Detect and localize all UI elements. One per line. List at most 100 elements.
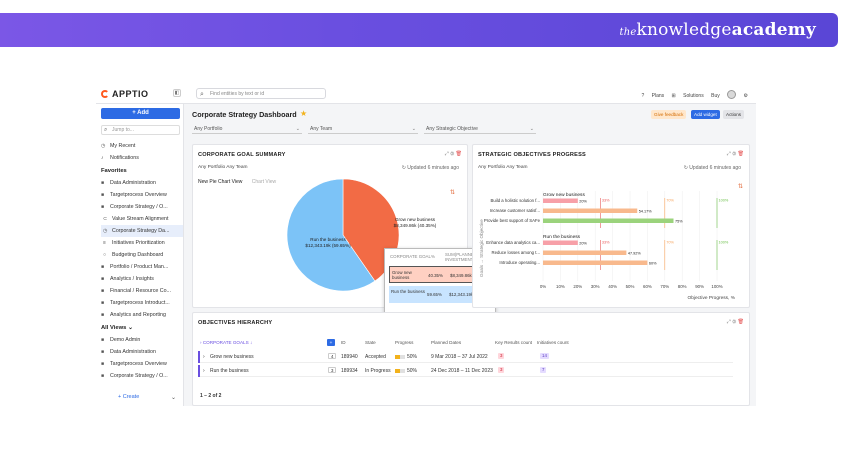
- sidebar-item[interactable]: ■ Demo Admin: [101, 334, 183, 346]
- expand-icon[interactable]: ⤢: [726, 319, 731, 325]
- goal-name[interactable]: Run the business: [210, 368, 249, 374]
- progress-bar[interactable]: [543, 260, 648, 266]
- planned-dates: 9 Mar 2018 – 37 Jul 2022: [431, 354, 488, 360]
- gear-icon[interactable]: ⚙: [732, 151, 737, 157]
- add-goal-button[interactable]: +: [327, 339, 335, 346]
- delete-icon[interactable]: 🗑: [737, 319, 744, 325]
- portfolio-filter[interactable]: Any Portfolio ⌄: [192, 125, 302, 134]
- sidebar-item[interactable]: ◷ Corporate Strategy Da...: [101, 225, 183, 237]
- progress-bar[interactable]: [543, 198, 578, 204]
- main-content: Corporate Strategy Dashboard ★ Give feed…: [188, 104, 756, 406]
- solutions-link[interactable]: ⊞ Solutions: [671, 93, 704, 99]
- sidebar-item-label: Data Administration: [110, 349, 156, 355]
- chart-view-tabs: New Pie Chart View Chart View: [198, 179, 276, 185]
- legend-pct: 40.35%: [428, 273, 443, 278]
- count-badge: 3: [328, 367, 337, 373]
- sidebar-section-header[interactable]: Favorites: [101, 168, 127, 174]
- sidebar-item[interactable]: ■ Financial / Resource Co...: [101, 285, 183, 297]
- x-tick-label: 30%: [591, 284, 600, 289]
- sidebar-item[interactable]: ■ Targetprocess Overview: [101, 358, 183, 370]
- gear-icon[interactable]: ⚙: [450, 151, 455, 157]
- goal-id: 189940: [341, 354, 358, 360]
- progress-bar[interactable]: [543, 250, 627, 256]
- create-button[interactable]: + Create: [118, 394, 140, 400]
- actions-button[interactable]: Actions: [723, 110, 745, 119]
- buy-link[interactable]: Buy: [711, 93, 720, 99]
- list-icon: ≡: [103, 240, 106, 246]
- team-filter[interactable]: Any Team ⌄: [308, 125, 418, 134]
- plans-link[interactable]: Plans: [651, 93, 665, 99]
- tab-new-pie-chart-view[interactable]: New Pie Chart View: [198, 179, 243, 185]
- key-results-badge: 3: [498, 367, 505, 373]
- bar-value-label: 47.92%: [628, 251, 642, 255]
- settings-icon[interactable]: ⇅: [737, 184, 743, 190]
- add-widget-button[interactable]: Add widget: [691, 110, 720, 119]
- expand-icon[interactable]: ⤢: [444, 151, 449, 157]
- bar-category-label: Build a holistic solution f...: [491, 198, 540, 203]
- settings-icon[interactable]: ⚙: [743, 93, 748, 99]
- widget-filters: Any Portfolio Any Team: [198, 165, 248, 170]
- table-row[interactable]: › Grow new business 4 189940 Accepted 50% 9 Ma…: [198, 351, 733, 363]
- folder-icon: ■: [101, 204, 105, 210]
- sidebar-item[interactable]: ◷ My Recent: [101, 140, 183, 152]
- x-tick-label: 10%: [556, 284, 565, 289]
- add-button[interactable]: + Add: [101, 108, 180, 119]
- sidebar-item[interactable]: ■ Targetprocess Overview: [101, 189, 183, 201]
- sidebar-section-header[interactable]: All Views ⌄: [101, 325, 133, 331]
- jump-to-input[interactable]: ⌕ Jump to...: [101, 125, 180, 135]
- column-state: State: [365, 340, 376, 345]
- help-icon[interactable]: ?: [641, 93, 645, 99]
- column-corporate-goals[interactable]: › CORPORATE GOALS ↓: [200, 340, 253, 345]
- settings-icon[interactable]: ⇅: [449, 190, 455, 196]
- progress-bar[interactable]: [543, 208, 638, 214]
- flow-icon: ⊂: [103, 216, 108, 222]
- collapse-sidebar-icon[interactable]: ◧: [173, 89, 181, 97]
- expand-icon[interactable]: ⤢: [726, 151, 731, 157]
- gear-icon[interactable]: ⚙: [732, 319, 737, 325]
- apptio-logo[interactable]: APPTIO: [101, 89, 149, 99]
- chevron-down-icon: ⌄: [411, 126, 416, 132]
- expand-chevron-icon[interactable]: ›: [203, 354, 205, 360]
- slice-label-run: Run the business: [310, 237, 346, 242]
- objective-filter-label: Any Strategic Objective: [426, 126, 478, 132]
- sidebar-item[interactable]: ≡ Initiatives Prioritization: [101, 237, 183, 249]
- avatar[interactable]: [727, 90, 737, 99]
- goal-name[interactable]: Grow new business: [210, 354, 254, 360]
- table-row[interactable]: › Run the business 3 189934 In Progress 50% 24…: [198, 365, 733, 377]
- sidebar-item[interactable]: ■ Data Administration: [101, 346, 183, 358]
- legend-row-grow[interactable]: Grow new business 40.35% $8,349.86k: [389, 266, 492, 283]
- sidebar-item[interactable]: ■ Corporate Strategy / O...: [101, 370, 183, 382]
- progress-bar[interactable]: [543, 218, 674, 224]
- apptio-logo-icon: [101, 90, 109, 98]
- delete-icon[interactable]: 🗑: [737, 151, 744, 157]
- sidebar-item[interactable]: ⊂ Value Stream Alignment: [101, 213, 183, 225]
- widget-controls: ⤢ ⚙ 🗑: [727, 151, 744, 157]
- folder-icon: ■: [101, 288, 105, 294]
- strategic-objective-filter[interactable]: Any Strategic Objective ⌄: [424, 125, 536, 134]
- sidebar-item[interactable]: ■ Corporate Strategy / O...: [101, 201, 183, 213]
- pie-slice[interactable]: [286, 178, 376, 292]
- sidebar-item[interactable]: ♪ Notifications: [101, 152, 183, 164]
- strategic-objectives-progress-widget: STRATEGIC OBJECTIVES PROGRESS ⤢ ⚙ 🗑 Any …: [472, 144, 750, 308]
- favorite-star-icon[interactable]: ★: [300, 109, 308, 118]
- sidebar-item-label: Value Stream Alignment: [112, 216, 169, 222]
- search-input[interactable]: ⌕ Find entities by text or id: [196, 88, 326, 99]
- chevron-down-icon[interactable]: ⌄: [171, 395, 177, 401]
- give-feedback-button[interactable]: Give feedback: [651, 110, 687, 119]
- widget-title: CORPORATE GOAL SUMMARY: [198, 152, 286, 158]
- expand-chevron-icon[interactable]: ›: [203, 368, 205, 374]
- sidebar-item[interactable]: ■ Analytics and Reporting: [101, 309, 183, 321]
- delete-icon[interactable]: 🗑: [455, 151, 462, 157]
- sidebar-item[interactable]: ○ Budgeting Dashboard: [101, 249, 183, 261]
- widget-controls: ⤢ ⚙ 🗑: [727, 319, 744, 325]
- sidebar-item[interactable]: ■ Portfolio / Product Man...: [101, 261, 183, 273]
- progress-bar[interactable]: [543, 240, 578, 246]
- legend-row-run[interactable]: Run the business 59.65% $12,343.19k: [389, 286, 492, 303]
- top-bar: APPTIO ◧ ⌕ Find entities by text or id ? …: [96, 84, 756, 104]
- sidebar-item[interactable]: ■ Targetprocess Introduct...: [101, 297, 183, 309]
- sidebar-item[interactable]: ■ Analytics / Insights: [101, 273, 183, 285]
- tab-chart-view[interactable]: Chart View: [251, 179, 277, 185]
- solutions-label: Solutions: [683, 93, 704, 99]
- page-title: Corporate Strategy Dashboard: [192, 110, 297, 119]
- sidebar-item[interactable]: ■ Data Administration: [101, 177, 183, 189]
